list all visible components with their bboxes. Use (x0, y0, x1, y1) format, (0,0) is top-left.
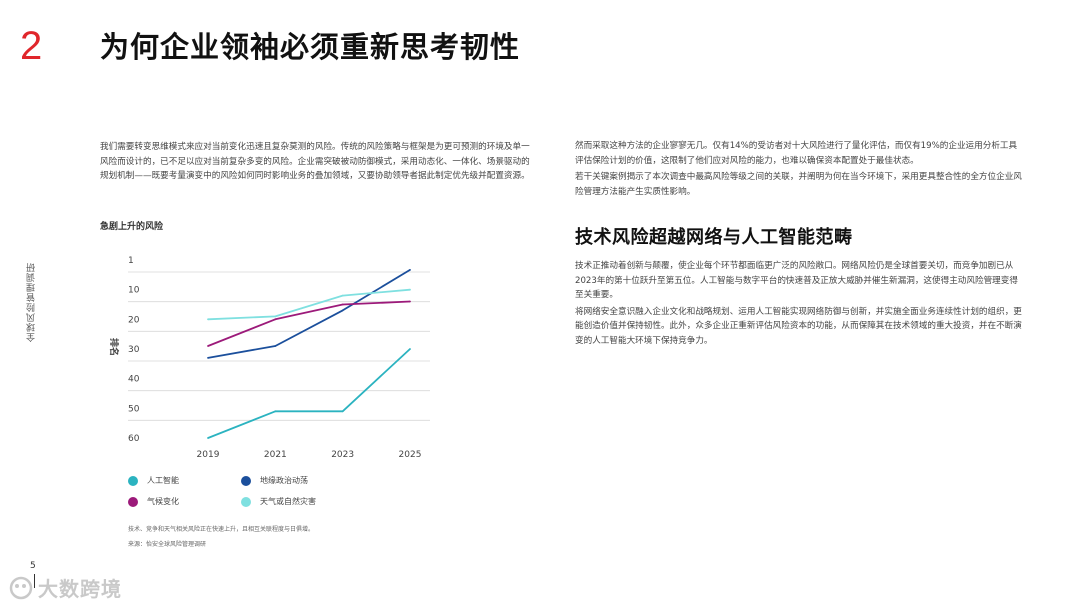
watermark-text: 大数跨境 (38, 577, 122, 601)
section-heading: 技术风险超越网络与人工智能范畴 (575, 227, 853, 248)
y-tick-label: 30 (128, 345, 140, 355)
data-point-0-3 (409, 348, 411, 350)
legend-label-climate: 气候变化 (147, 497, 179, 506)
x-tick-label: 2021 (264, 450, 287, 460)
y-tick-label: 20 (128, 315, 140, 325)
legend-label-weather: 天气或自然灾害 (260, 497, 316, 506)
left-column: 我们需要转变思维模式来应对当前变化迅速且复杂莫测的风险。传统的风险策略与框架是为… (100, 140, 530, 186)
x-tick-label: 2023 (331, 450, 354, 460)
chart-footnote: 技术、竞争和天气相关风险正在快速上升，且相互关联程度与日俱增。 (128, 526, 315, 533)
series-line-1 (207, 269, 411, 359)
data-point-0-0 (207, 437, 209, 439)
chart-source: 来源：怡安全球风险管理调研 (128, 541, 207, 548)
series-line-2 (207, 300, 411, 347)
page-number: 5 (30, 561, 36, 571)
paragraph-1: 然而采取这种方法的企业寥寥无几。仅有14%的受访者对十大风险进行了量化评估，而仅… (575, 141, 1018, 166)
watermark: 大数跨境 (8, 573, 122, 602)
y-axis-label: 排名 (108, 338, 120, 356)
y-tick-label: 40 (128, 375, 140, 385)
legend-dot-climate (128, 496, 138, 507)
page-title: 为何企业领袖必须重新思考韧性 (100, 30, 521, 64)
paragraph-2: 若干关键案例揭示了本次调查中最高风险等级之间的关联，并阐明为何在当今环境下，采用… (575, 172, 1022, 197)
data-point-1-1 (274, 345, 277, 347)
data-point-3-2 (341, 294, 344, 297)
right-column: 然而采取这种方法的企业寥寥无几。仅有14%的受访者对十大风险进行了量化评估，而仅… (575, 139, 1025, 350)
data-point-1-0 (207, 357, 209, 359)
legend-dot-geopolitical (241, 475, 251, 486)
legend-item-geopolitical: 地缘政治动荡 (241, 475, 308, 486)
legend-label-ai: 人工智能 (147, 476, 179, 485)
data-point-3-3 (409, 288, 411, 291)
data-point-2-3 (409, 300, 411, 303)
data-point-1-3 (409, 269, 411, 271)
legend-label-geopolitical: 地缘政治动荡 (260, 476, 308, 485)
y-tick-label: 50 (128, 404, 140, 414)
data-point-1-2 (341, 309, 344, 312)
x-tick-label: 2025 (399, 450, 422, 460)
data-point-0-2 (341, 410, 344, 413)
legend-item-climate: 气候变化 (128, 496, 179, 507)
data-point-3-0 (207, 318, 209, 321)
side-label: 全球风险管理调研 (27, 262, 37, 342)
y-tick-label: 10 (128, 286, 140, 296)
legend-item-ai: 人工智能 (128, 475, 179, 486)
intro-paragraph: 我们需要转变思维模式来应对当前变化迅速且复杂莫测的风险。传统的风险策略与框架是为… (100, 142, 530, 181)
line-chart: 1 10 20 30 40 50 60 2019 2021 2023 2025 排名 (108, 256, 430, 460)
legend-dot-ai (128, 475, 138, 486)
section-number: 2 (20, 24, 43, 68)
series-line-3 (207, 288, 411, 321)
data-point-2-2 (341, 303, 344, 306)
chart-title: 急剧上升的风险 (100, 222, 164, 232)
data-point-2-0 (207, 345, 209, 347)
page-number-rule (34, 574, 35, 588)
y-tick-label: 1 (128, 256, 134, 266)
x-tick-label: 2019 (197, 450, 220, 460)
legend-dot-weather (241, 496, 251, 507)
data-point-0-1 (274, 410, 277, 413)
paragraph-3: 技术正推动着创新与颠覆，使企业每个环节都面临更广泛的风险敞口。网络风险仍是全球首… (575, 261, 1018, 300)
series-line-0 (207, 348, 411, 439)
data-point-2-1 (274, 318, 277, 321)
watermark-logo-icon (9, 576, 33, 599)
y-tick-label: 60 (128, 434, 140, 444)
data-point-3-1 (274, 315, 277, 318)
legend-item-weather: 天气或自然灾害 (241, 496, 316, 507)
paragraph-4: 将网络安全意识融入企业文化和战略规划、运用人工智能实现网络防御与创新，并实施全面… (575, 306, 1022, 346)
